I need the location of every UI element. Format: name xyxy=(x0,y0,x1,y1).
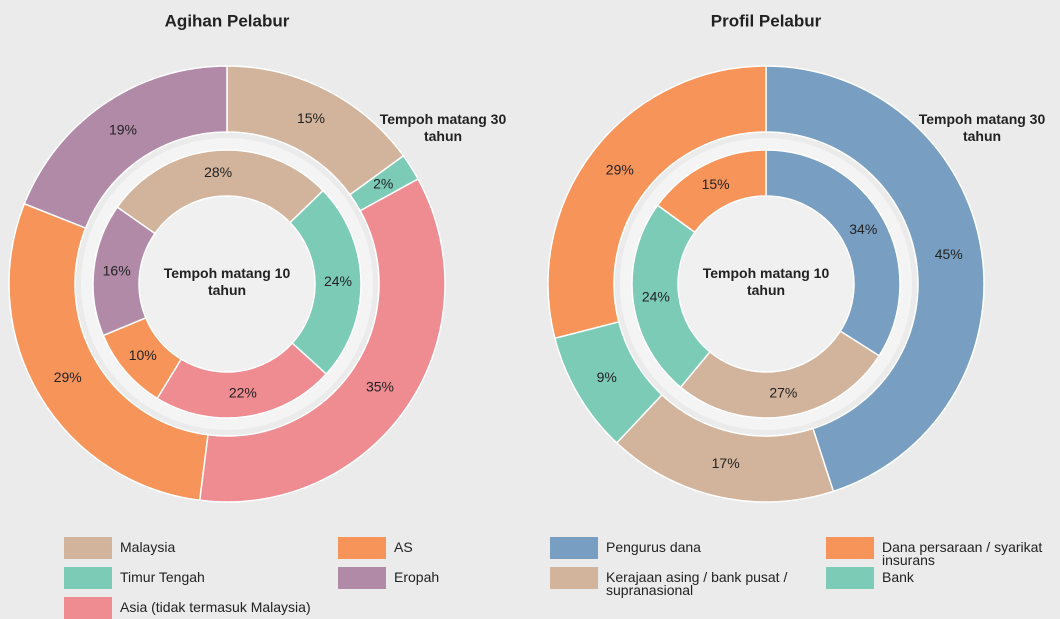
value-label: 35% xyxy=(366,379,394,395)
donut-segment xyxy=(765,149,901,357)
outer-ring-label: Tempoh matang 30 tahun xyxy=(918,111,1046,144)
donut-segment xyxy=(8,202,209,502)
legend-swatch xyxy=(550,537,598,559)
legend-label: Timur Tengah xyxy=(120,569,205,585)
value-label: 17% xyxy=(712,455,740,471)
inner-ring-label: Tempoh matang 10 tahun xyxy=(163,265,291,298)
donut-segment xyxy=(116,149,325,235)
donut-segment xyxy=(547,65,767,340)
legend-label: Eropah xyxy=(394,569,440,585)
value-label: 2% xyxy=(373,176,393,192)
value-label: 28% xyxy=(204,164,232,180)
legend-swatch xyxy=(550,567,598,589)
legend-label: AS xyxy=(394,539,413,555)
value-label: 15% xyxy=(702,176,730,192)
donut-segment xyxy=(656,149,767,234)
value-label: 27% xyxy=(769,384,797,400)
legend-swatch xyxy=(64,567,112,589)
legend-label: Malaysia xyxy=(120,539,176,555)
donut-segment xyxy=(23,65,228,230)
legend-swatch xyxy=(338,567,386,589)
donut-segment xyxy=(198,177,446,503)
legend-swatch xyxy=(338,537,386,559)
value-label: 15% xyxy=(297,110,325,126)
value-label: 22% xyxy=(229,385,257,401)
value-label: 16% xyxy=(103,263,131,279)
legend-label: Dana persaraan / syarikat insurans xyxy=(882,539,1043,568)
value-label: 9% xyxy=(597,369,617,385)
chart-title: Profil Pelabur xyxy=(711,11,822,30)
value-label: 45% xyxy=(935,246,963,262)
center-hole xyxy=(139,196,315,372)
legend-swatch xyxy=(826,537,874,559)
outer-ring-label: Tempoh matang 30 tahun xyxy=(379,111,507,144)
value-label: 34% xyxy=(849,221,877,237)
value-label: 19% xyxy=(109,122,137,138)
legend-swatch xyxy=(64,537,112,559)
value-label: 29% xyxy=(606,161,634,177)
legend-label: Pengurus dana xyxy=(606,539,701,555)
chart-title: Agihan Pelabur xyxy=(165,11,290,30)
legend-label: Asia (tidak termasuk Malaysia) xyxy=(120,599,311,615)
value-label: 10% xyxy=(129,347,157,363)
value-label: 24% xyxy=(324,273,352,289)
donut-segment xyxy=(765,65,985,493)
legend-label: Bank xyxy=(882,569,914,585)
value-label: 29% xyxy=(54,369,82,385)
legend-swatch xyxy=(826,567,874,589)
donut-segment xyxy=(92,206,156,337)
center-hole xyxy=(678,196,854,372)
legend-swatch xyxy=(64,597,112,619)
legend-label: Kerajaan asing / bank pusat / supranasio… xyxy=(606,569,788,598)
inner-ring-label: Tempoh matang 10 tahun xyxy=(702,265,830,298)
value-label: 24% xyxy=(642,289,670,305)
